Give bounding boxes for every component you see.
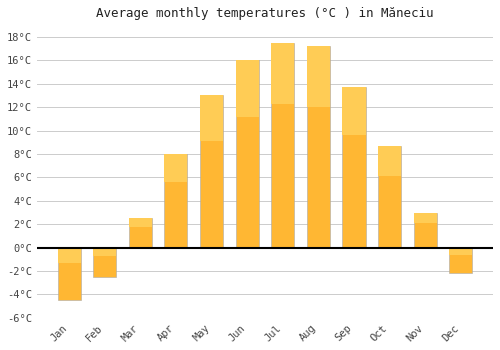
Bar bbox=[307, 46, 330, 248]
Bar bbox=[200, 96, 223, 248]
Bar bbox=[271, 43, 294, 104]
Bar bbox=[414, 212, 436, 223]
Bar bbox=[164, 154, 188, 248]
Bar bbox=[128, 218, 152, 248]
Bar bbox=[449, 248, 472, 256]
Bar bbox=[58, 248, 80, 300]
Bar bbox=[307, 46, 330, 107]
Bar bbox=[378, 146, 401, 176]
Bar bbox=[164, 154, 188, 182]
Bar bbox=[93, 248, 116, 257]
Bar bbox=[271, 43, 294, 248]
Bar bbox=[449, 248, 472, 273]
Bar bbox=[236, 61, 258, 248]
Bar bbox=[378, 146, 401, 248]
Bar bbox=[200, 96, 223, 141]
Bar bbox=[342, 87, 365, 248]
Title: Average monthly temperatures (°C ) in Măneciu: Average monthly temperatures (°C ) in Mă… bbox=[96, 7, 434, 20]
Bar bbox=[342, 87, 365, 135]
Bar bbox=[58, 248, 80, 264]
Bar bbox=[128, 218, 152, 227]
Bar bbox=[414, 212, 436, 248]
Bar bbox=[93, 248, 116, 277]
Bar bbox=[236, 61, 258, 117]
